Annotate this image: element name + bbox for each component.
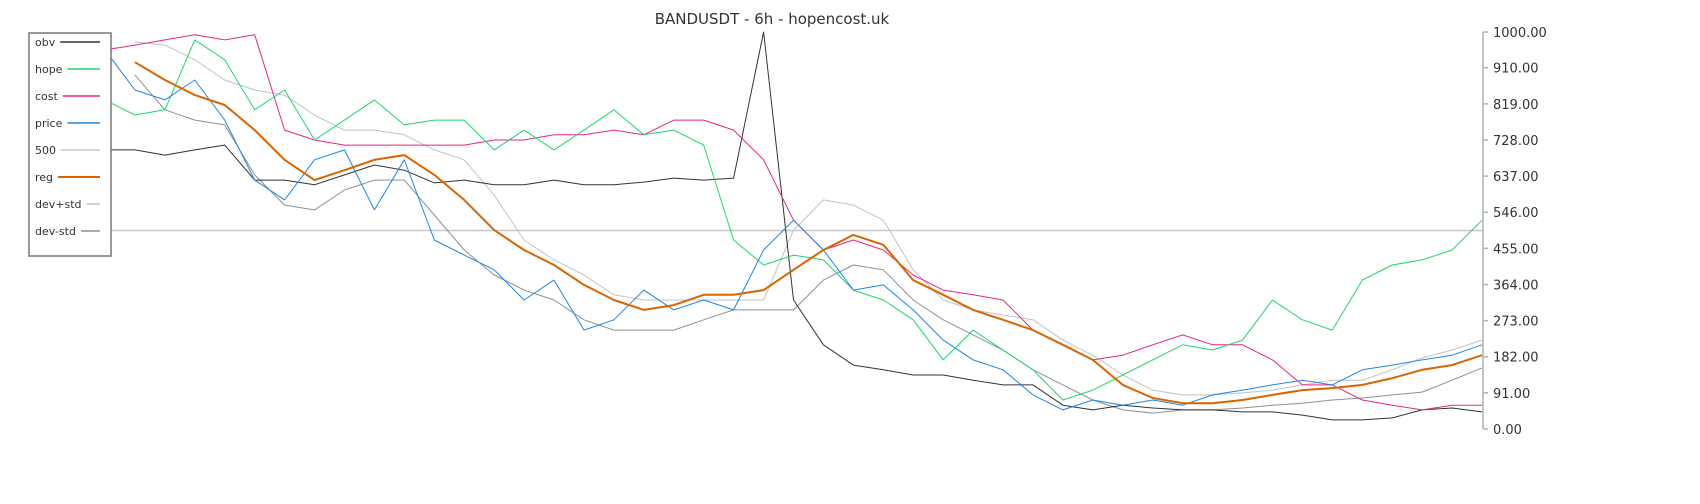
series-line-reg xyxy=(134,61,1483,405)
series-line-dev-std xyxy=(134,74,1483,414)
y-tick-label: 546.00 xyxy=(1493,206,1539,221)
legend-label: obv xyxy=(35,36,56,49)
series-layer xyxy=(104,31,1483,421)
series-line-dev-std xyxy=(134,41,1483,396)
y-tick-label: 455.00 xyxy=(1493,242,1539,257)
y-tick-label: 182.00 xyxy=(1493,351,1539,366)
legend-item-price[interactable]: price xyxy=(35,117,100,130)
y-tick-label: 910.00 xyxy=(1493,62,1539,77)
chart-title: BANDUSDT - 6h - hopencost.uk xyxy=(655,10,890,28)
legend-item-obv[interactable]: obv xyxy=(35,36,100,49)
legend-item-reg[interactable]: reg xyxy=(35,171,100,184)
series-line-cost xyxy=(104,34,1482,411)
legend-label: cost xyxy=(35,90,59,103)
legend-item-hope[interactable]: hope xyxy=(35,63,100,76)
y-tick-label: 1000.00 xyxy=(1493,26,1547,41)
y-axis: 1000.00 910.00 819.00 728.00 637.00 546.00 455… xyxy=(1482,26,1547,438)
series-line-hope xyxy=(104,39,1483,401)
series-line-obv xyxy=(105,31,1483,421)
y-tick-label: 364.00 xyxy=(1493,278,1539,293)
legend-item-dev-std[interactable]: dev+std xyxy=(35,198,100,211)
legend-label: hope xyxy=(35,63,63,76)
y-tick-label: 728.00 xyxy=(1493,134,1539,149)
y-tick-label: 637.00 xyxy=(1493,170,1539,185)
series-line-price xyxy=(104,49,1483,411)
legend-label: dev-std xyxy=(35,225,76,238)
legend-item-500[interactable]: 500 xyxy=(35,144,100,157)
y-tick-label: 0.00 xyxy=(1493,423,1522,438)
legend-item-dev-std[interactable]: dev-std xyxy=(35,225,100,238)
y-tick-label: 91.00 xyxy=(1493,387,1530,402)
legend-label: 500 xyxy=(35,144,56,157)
y-tick-label: 273.00 xyxy=(1493,315,1539,330)
legend-label: reg xyxy=(35,171,53,184)
legend: obv hope cost price 500 reg dev+std dev-std xyxy=(28,32,112,257)
legend-item-cost[interactable]: cost xyxy=(35,90,100,103)
legend-box xyxy=(28,32,112,257)
legend-label: price xyxy=(35,117,63,130)
legend-label: dev+std xyxy=(35,198,82,211)
y-tick-label: 819.00 xyxy=(1493,98,1539,113)
